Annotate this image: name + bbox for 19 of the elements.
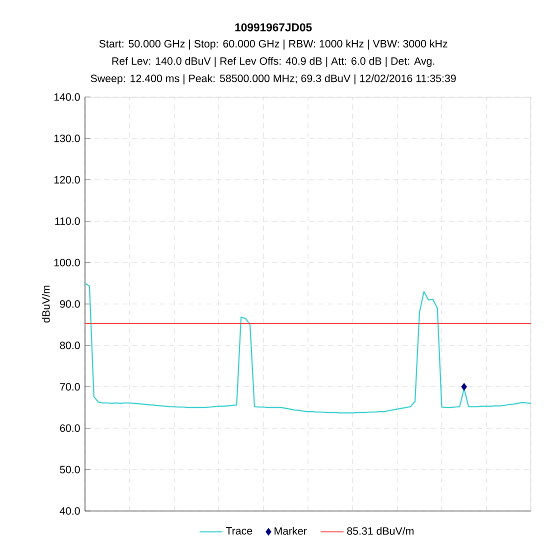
chart-title: 10991967JD05 bbox=[235, 23, 312, 32]
y-tick-label: 80.0 bbox=[60, 342, 80, 350]
y-tick-label: 90.0 bbox=[60, 300, 80, 308]
y-tick-label: 130.0 bbox=[54, 134, 80, 142]
y-tick-label: 50.0 bbox=[60, 466, 80, 474]
legend-label: Marker bbox=[274, 526, 307, 535]
y-tick-label: 100.0 bbox=[54, 258, 80, 266]
legend-label: Trace bbox=[226, 527, 252, 535]
y-tick-label: 120.0 bbox=[54, 176, 80, 184]
y-tick-label: 70.0 bbox=[60, 383, 80, 391]
y-tick-label: 110.0 bbox=[55, 217, 80, 225]
y-tick-label: 40.0 bbox=[60, 507, 80, 515]
y-tick-label: 140.0 bbox=[54, 93, 80, 101]
text: Sweep: 12.400 ms | Peak: 58500.000 MHz; 69.3 dBuV | 12/02/2016 11:35:39 bbox=[90, 74, 456, 84]
text: Ref Lev: 140.0 dBuV | Ref Lev Offs: 40.9 dB | Att: 6.0 dB | Det: Avg. bbox=[112, 56, 434, 67]
chart-subtitle: Start: 50.000 GHz | Stop: 60.000 GHz | RBW: 1000 kHz | VBW: 3000 kHz bbox=[99, 40, 448, 50]
y-axis-title: dBuV/m bbox=[42, 286, 50, 323]
legend-label: 85.31 dBuV/m bbox=[347, 526, 414, 535]
y-tick-label: 60.0 bbox=[60, 424, 80, 432]
